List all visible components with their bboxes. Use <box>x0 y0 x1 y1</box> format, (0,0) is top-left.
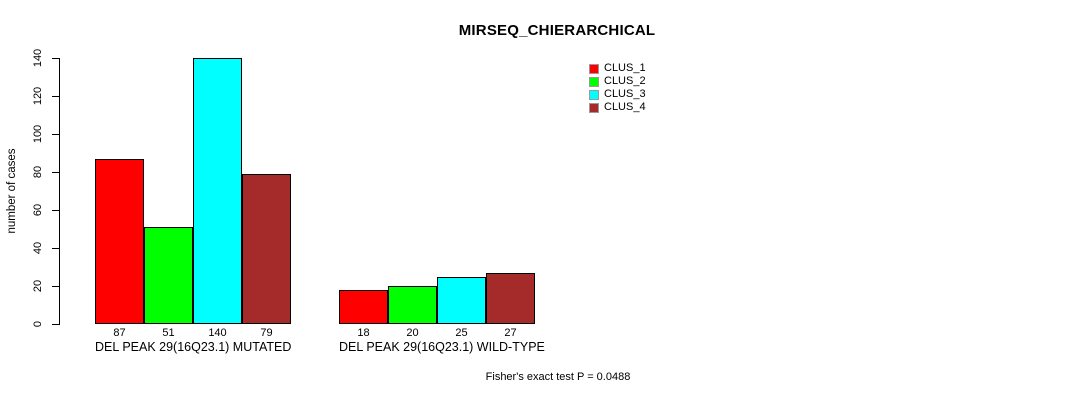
bar-value-clus_3-group1: 140 <box>208 327 227 339</box>
legend-label-clus-1: CLUS_1 <box>604 62 646 74</box>
bar-clus_1-group1 <box>95 158 144 324</box>
y-tick-0 <box>52 324 59 325</box>
y-tick-80 <box>52 172 59 173</box>
bar-value-clus_1-group2: 18 <box>357 327 370 339</box>
stats-annotation: Fisher's exact test P = 0.0488 <box>485 371 631 383</box>
bar-clus_4-group2 <box>486 272 535 324</box>
bar-value-clus_4-group2: 27 <box>504 327 517 339</box>
y-tick-label-100: 100 <box>32 124 44 144</box>
y-tick-100 <box>52 134 59 135</box>
bar-clus_3-group2 <box>437 276 486 324</box>
legend-item-clus-2: CLUS_2 <box>589 75 646 88</box>
legend-label-clus-4: CLUS_4 <box>604 101 646 113</box>
bar-value-clus_4-group1: 79 <box>260 327 273 339</box>
bar-clus_4-group1 <box>242 173 291 324</box>
legend-label-clus-3: CLUS_3 <box>604 88 646 100</box>
y-axis-label: number of cases <box>6 148 18 234</box>
legend-swatch-clus-1 <box>589 63 599 74</box>
y-tick-20 <box>52 286 59 287</box>
group-label-2: DEL PEAK 29(16Q23.1) WILD-TYPE <box>339 340 545 354</box>
bar-clus_2-group2 <box>388 286 437 324</box>
y-tick-label-140: 140 <box>32 48 44 68</box>
y-tick-60 <box>52 210 59 211</box>
bar-value-clus_2-group2: 20 <box>406 327 419 339</box>
y-tick-40 <box>52 248 59 249</box>
group-label-1: DEL PEAK 29(16Q23.1) MUTATED <box>95 340 292 354</box>
legend-item-clus-3: CLUS_3 <box>589 88 646 101</box>
legend-swatch-clus-4 <box>589 102 599 113</box>
legend-item-clus-4: CLUS_4 <box>589 101 646 114</box>
y-tick-label-80: 80 <box>32 165 44 179</box>
y-axis-line <box>59 58 60 325</box>
legend: CLUS_1 CLUS_2 CLUS_3 CLUS_4 <box>589 62 646 114</box>
chart-title: MIRSEQ_CHIERARCHICAL <box>458 22 656 39</box>
legend-label-clus-2: CLUS_2 <box>604 75 646 87</box>
bar-clus_1-group2 <box>339 289 388 324</box>
bar-clus_3-group1 <box>193 58 242 324</box>
bar-value-clus_1-group1: 87 <box>113 327 126 339</box>
legend-swatch-clus-2 <box>589 76 599 87</box>
y-tick-label-40: 40 <box>32 241 44 255</box>
bar-value-clus_3-group2: 25 <box>455 327 468 339</box>
y-tick-140 <box>52 58 59 59</box>
y-tick-label-120: 120 <box>32 86 44 106</box>
y-tick-120 <box>52 96 59 97</box>
bar-clus_2-group1 <box>144 227 193 324</box>
legend-swatch-clus-3 <box>589 89 599 100</box>
bar-value-clus_2-group1: 51 <box>162 327 175 339</box>
y-tick-label-20: 20 <box>32 279 44 293</box>
legend-item-clus-1: CLUS_1 <box>589 62 646 75</box>
y-tick-label-0: 0 <box>32 320 44 328</box>
y-tick-label-60: 60 <box>32 203 44 217</box>
